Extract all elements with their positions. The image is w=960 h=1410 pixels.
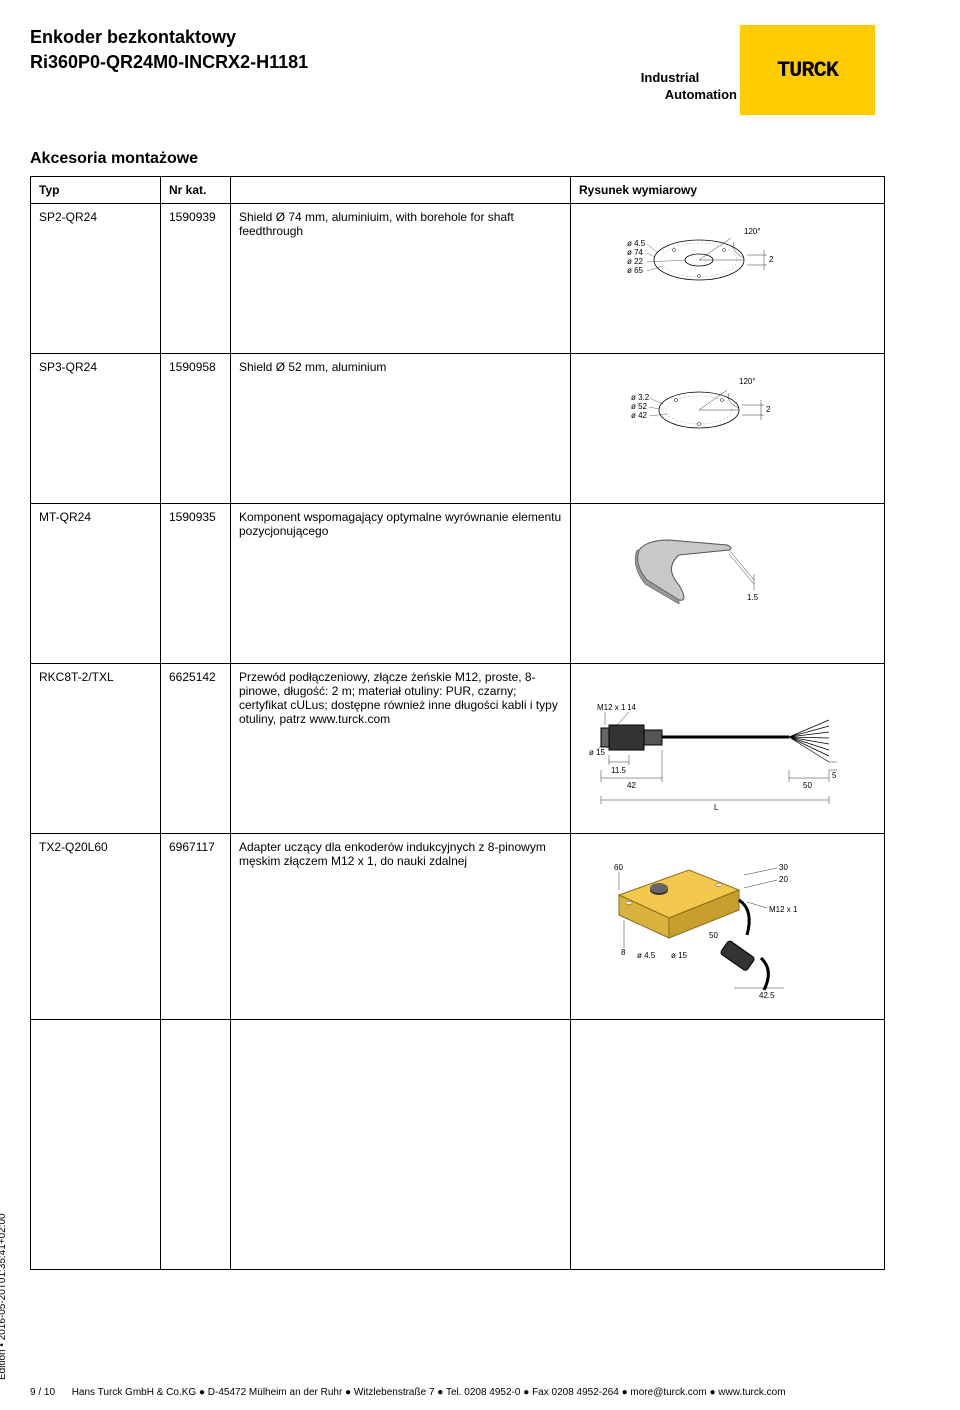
adapter-drawing-icon: 30 20 60 50 M12 x 1 8 ø 4.5 ø 15 42.5 xyxy=(579,840,819,1010)
edition-stamp: Edition • 2016-05-20T01:35:41+02:00 xyxy=(0,1213,8,1380)
tagline-line1: Industrial xyxy=(641,70,737,87)
svg-text:ø 65: ø 65 xyxy=(627,266,644,275)
disc-drawing-icon: 120° 2 ø 4.5 ø 74 ø 22 ø 65 xyxy=(579,210,779,310)
col-desc xyxy=(231,177,571,204)
svg-text:11.5: 11.5 xyxy=(611,766,627,775)
cell-empty xyxy=(571,1020,885,1270)
svg-text:2: 2 xyxy=(769,255,774,264)
brand-tagline: Industrial Automation xyxy=(641,70,737,104)
cell-typ: TX2-Q20L60 xyxy=(31,834,161,1020)
svg-text:14: 14 xyxy=(627,703,636,712)
cell-typ: SP2-QR24 xyxy=(31,204,161,354)
table-row: SP3-QR24 1590958 Shield Ø 52 mm, alumini… xyxy=(31,354,885,504)
cell-typ: MT-QR24 xyxy=(31,504,161,664)
cell-kat: 1590939 xyxy=(161,204,231,354)
cell-drawing: 120° 2 ø 3.2 ø 52 ø 42 xyxy=(571,354,885,504)
col-typ: Typ xyxy=(31,177,161,204)
cell-kat: 1590935 xyxy=(161,504,231,664)
brand-logo-text: TURCK xyxy=(777,58,838,83)
footer-web: www.turck.com xyxy=(709,1387,785,1398)
cell-typ: RKC8T-2/TXL xyxy=(31,664,161,834)
svg-text:50: 50 xyxy=(709,931,718,940)
table-row: TX2-Q20L60 6967117 Adapter uczący dla en… xyxy=(31,834,885,1020)
table-row: RKC8T-2/TXL 6625142 Przewód podłączeniow… xyxy=(31,664,885,834)
disc-drawing-icon: 120° 2 ø 3.2 ø 52 ø 42 xyxy=(579,360,779,460)
accessories-table: Typ Nr kat. Rysunek wymiarowy SP2-QR24 1… xyxy=(30,176,885,1270)
fork-drawing-icon: 1.5 xyxy=(579,510,779,630)
cell-desc: Shield Ø 74 mm, aluminiuim, with borehol… xyxy=(231,204,571,354)
cell-empty xyxy=(231,1020,571,1270)
svg-text:ø 15: ø 15 xyxy=(589,748,606,757)
footer-street: Witzlebenstraße 7 xyxy=(345,1387,434,1398)
svg-text:M12 x 1: M12 x 1 xyxy=(597,703,626,712)
svg-text:ø 4.5: ø 4.5 xyxy=(627,239,646,248)
cell-kat: 6625142 xyxy=(161,664,231,834)
footer-tel: Tel. 0208 4952-0 xyxy=(437,1387,520,1398)
table-row: SP2-QR24 1590939 Shield Ø 74 mm, alumini… xyxy=(31,204,885,354)
footer-fax: Fax 0208 4952-264 xyxy=(523,1387,619,1398)
cell-desc: Komponent wspomagający optymalne wyrówna… xyxy=(231,504,571,664)
svg-text:5: 5 xyxy=(832,771,837,780)
cell-drawing: M12 x 1 14 ø 15 11.5 42 xyxy=(571,664,885,834)
cell-kat: 6967117 xyxy=(161,834,231,1020)
svg-text:ø 42: ø 42 xyxy=(631,411,648,420)
svg-text:2: 2 xyxy=(766,405,771,414)
svg-text:60: 60 xyxy=(614,863,623,872)
svg-text:30: 30 xyxy=(779,863,788,872)
svg-text:8: 8 xyxy=(621,948,626,957)
footer-email: more@turck.com xyxy=(622,1387,707,1398)
svg-text:L: L xyxy=(714,803,719,812)
svg-text:ø 4.5: ø 4.5 xyxy=(637,951,656,960)
page-header: Enkoder bezkontaktowy Ri360P0-QR24M0-INC… xyxy=(0,0,960,120)
cell-kat: 1590958 xyxy=(161,354,231,504)
svg-text:120°: 120° xyxy=(744,227,761,236)
cell-drawing: 1.5 xyxy=(571,504,885,664)
cell-typ: SP3-QR24 xyxy=(31,354,161,504)
svg-text:50: 50 xyxy=(803,781,812,790)
cell-empty xyxy=(31,1020,161,1270)
svg-text:20: 20 xyxy=(779,875,788,884)
page-number: 9 / 10 xyxy=(30,1387,55,1398)
cell-desc: Przewód podłączeniowy, złącze żeńskie M1… xyxy=(231,664,571,834)
svg-text:1.5: 1.5 xyxy=(747,593,759,602)
svg-text:ø 74: ø 74 xyxy=(627,248,644,257)
cell-drawing: 120° 2 ø 4.5 ø 74 ø 22 ø 65 xyxy=(571,204,885,354)
footer-company: Hans Turck GmbH & Co.KG xyxy=(72,1387,196,1398)
svg-text:42.5: 42.5 xyxy=(759,991,775,1000)
section-title: Akcesoria montażowe xyxy=(30,150,930,168)
cell-desc: Shield Ø 52 mm, aluminium xyxy=(231,354,571,504)
cell-drawing: 30 20 60 50 M12 x 1 8 ø 4.5 ø 15 42.5 xyxy=(571,834,885,1020)
cell-empty xyxy=(161,1020,231,1270)
svg-text:ø 52: ø 52 xyxy=(631,402,648,411)
table-row-empty xyxy=(31,1020,885,1270)
page-footer: 9 / 10 Hans Turck GmbH & Co.KG D-45472 M… xyxy=(30,1387,786,1398)
svg-text:120°: 120° xyxy=(739,377,756,386)
footer-addr: D-45472 Mülheim an der Ruhr xyxy=(199,1387,342,1398)
col-kat: Nr kat. xyxy=(161,177,231,204)
svg-text:M12 x 1: M12 x 1 xyxy=(769,905,798,914)
table-header-row: Typ Nr kat. Rysunek wymiarowy xyxy=(31,177,885,204)
svg-text:ø 22: ø 22 xyxy=(627,257,644,266)
cell-desc: Adapter uczący dla enkoderów indukcyjnyc… xyxy=(231,834,571,1020)
brand-logo: TURCK xyxy=(740,25,875,115)
col-rys: Rysunek wymiarowy xyxy=(571,177,885,204)
svg-text:ø 15: ø 15 xyxy=(671,951,688,960)
cable-drawing-icon: M12 x 1 14 ø 15 11.5 42 xyxy=(579,670,839,820)
table-row: MT-QR24 1590935 Komponent wspomagający o… xyxy=(31,504,885,664)
tagline-line2: Automation xyxy=(641,87,737,104)
svg-text:42: 42 xyxy=(627,781,636,790)
svg-text:ø 3.2: ø 3.2 xyxy=(631,393,650,402)
